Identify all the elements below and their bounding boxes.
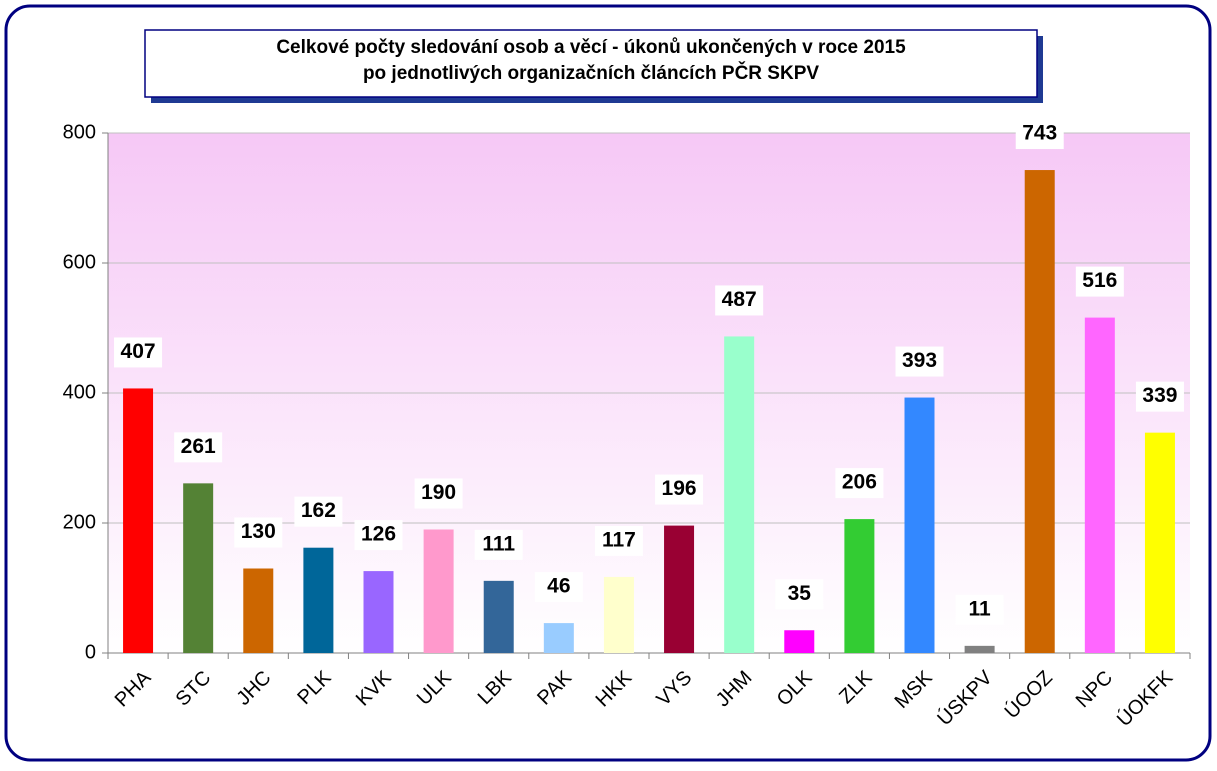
- data-label-box: [534, 572, 583, 603]
- bar: [784, 630, 815, 653]
- bar: [904, 397, 935, 653]
- data-label-box: [1075, 266, 1124, 297]
- data-label-box: [895, 346, 944, 377]
- bar: [183, 483, 214, 653]
- data-label: 393: [902, 349, 937, 372]
- bar: [303, 547, 334, 653]
- bar: [423, 529, 454, 653]
- bar: [964, 645, 995, 653]
- data-label-box: [354, 520, 403, 551]
- data-label: 339: [1142, 384, 1177, 407]
- data-label-box: [474, 529, 523, 560]
- data-label-box: [655, 474, 704, 505]
- data-label: 46: [547, 575, 570, 598]
- y-tick-label: 400: [63, 381, 96, 403]
- bar: [844, 519, 875, 653]
- data-label-box: [414, 478, 463, 509]
- bar: [363, 571, 394, 653]
- data-label: 11: [969, 597, 992, 620]
- data-label: 743: [1022, 122, 1057, 145]
- data-label-box: [955, 594, 1004, 625]
- chart-title: Celkové počty sledování osob a věcí - úk…: [276, 37, 906, 58]
- y-tick-label: 200: [63, 511, 96, 533]
- data-label: 487: [722, 288, 757, 311]
- data-label: 407: [121, 340, 156, 363]
- data-label-box: [234, 517, 283, 548]
- data-label: 206: [842, 471, 877, 494]
- data-label: 117: [602, 528, 636, 551]
- y-tick-label: 0: [85, 641, 96, 663]
- data-label: 126: [361, 523, 396, 546]
- bar: [603, 576, 634, 653]
- data-label: 130: [241, 520, 276, 543]
- data-label-box: [294, 496, 343, 527]
- title-box: [144, 29, 1038, 98]
- y-tick-label: 600: [63, 251, 96, 273]
- data-label-box: [594, 525, 643, 556]
- data-label-box: [715, 285, 764, 316]
- data-label-box: [1015, 119, 1064, 150]
- bar: [123, 388, 154, 653]
- chart-title: po jednotlivých organizačních článcích P…: [363, 62, 819, 84]
- bar: [1024, 170, 1055, 654]
- data-label: 162: [301, 499, 336, 522]
- bar: [543, 623, 574, 653]
- data-label-box: [1135, 381, 1184, 412]
- bar: [483, 580, 514, 653]
- data-label-box: [174, 432, 223, 463]
- data-label: 261: [181, 435, 216, 458]
- bar: [1144, 432, 1175, 653]
- data-label: 196: [662, 477, 697, 500]
- bar: [1084, 317, 1115, 653]
- data-label-box: [775, 579, 824, 610]
- data-label-box: [114, 337, 163, 368]
- bar: [724, 336, 755, 653]
- data-label: 190: [421, 481, 456, 504]
- data-label: 111: [482, 532, 515, 555]
- bar: [243, 568, 274, 653]
- data-label: 35: [788, 582, 812, 605]
- data-label-box: [835, 468, 884, 499]
- data-label: 516: [1082, 269, 1117, 292]
- y-tick-label: 800: [63, 121, 96, 143]
- bar: [664, 525, 695, 653]
